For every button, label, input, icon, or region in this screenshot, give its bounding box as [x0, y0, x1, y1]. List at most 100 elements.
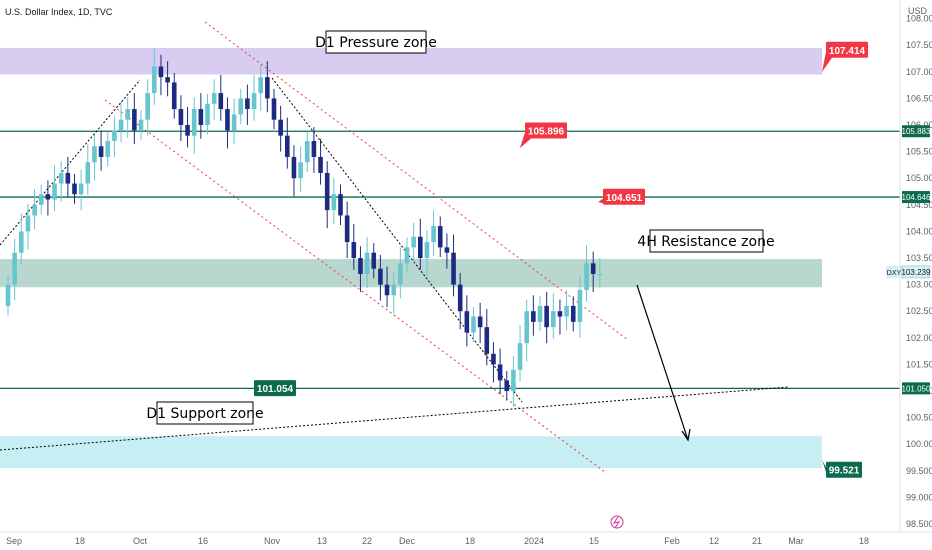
channel-upper-line[interactable] [204, 21, 629, 341]
svg-text:104.646: 104.646 [902, 193, 931, 202]
projection-arrow [636, 284, 689, 441]
time-tick: Oct [133, 536, 148, 546]
candle-body [318, 156, 323, 173]
price-callout-text: 105.896 [528, 127, 565, 138]
candle-body [78, 183, 84, 195]
candle-body [437, 226, 443, 248]
candle-body [85, 162, 91, 184]
candle-body [497, 364, 503, 381]
price-tick: 102.000 [906, 333, 932, 343]
price-tick: 107.000 [906, 67, 932, 77]
price-tick: 105.000 [906, 173, 932, 183]
trend-line-rise[interactable] [0, 79, 141, 246]
candle-body [231, 114, 237, 131]
candle-body [105, 140, 111, 157]
lightning-icon[interactable] [610, 515, 624, 529]
candle-body [205, 103, 210, 126]
price-tick: 100.000 [906, 439, 932, 449]
candle-body [191, 109, 197, 136]
time-tick: 18 [465, 536, 475, 546]
candle-body [271, 98, 277, 120]
candle-body [58, 172, 64, 184]
candle-body [584, 263, 589, 290]
projection-arrowhead [681, 428, 691, 442]
price-callout[interactable]: 105.896 [520, 122, 567, 148]
candle-body [477, 316, 483, 328]
pressure-zone-label[interactable]: D1 Pressure zone [315, 30, 437, 54]
time-tick: 21 [752, 536, 762, 546]
price-axis[interactable]: 98.50099.00099.500100.000100.500101.0001… [886, 14, 932, 529]
price-callout[interactable]: 107.414 [822, 41, 868, 72]
candle-body [411, 236, 416, 248]
candle-body [557, 311, 563, 317]
candle-body [484, 327, 490, 354]
candle-body [371, 252, 377, 269]
resistance-zone-label[interactable]: 4H Resistance zone [637, 229, 775, 253]
resistance-zone [0, 259, 822, 288]
candle-body [238, 98, 244, 115]
price-tick: 106.000 [906, 120, 932, 130]
price-tick: 106.500 [906, 93, 932, 103]
price-callout-pointer [598, 198, 609, 205]
candle-body [451, 252, 456, 285]
price-callout-box [603, 188, 645, 205]
candle-body [125, 109, 130, 120]
candle-body [225, 109, 230, 131]
candle-body [258, 77, 263, 94]
price-tick: 103.000 [906, 280, 932, 290]
price-callout-box [826, 461, 862, 478]
time-tick: 15 [589, 536, 599, 546]
candle-body [517, 343, 523, 370]
candle-body [444, 247, 450, 253]
candle-body [32, 204, 37, 216]
candle-body [198, 109, 204, 126]
support-zone-label[interactable]: D1 Support zone [146, 401, 264, 425]
candle-body [471, 316, 476, 333]
candle-body [112, 130, 117, 141]
candle-body [285, 135, 290, 157]
candle-body [358, 258, 363, 274]
candle-body [278, 119, 283, 136]
candle-body [564, 305, 569, 317]
candle-body [364, 252, 370, 274]
candlestick-series [5, 48, 603, 407]
candle-body [145, 93, 150, 120]
price-callout[interactable]: 99.521 [822, 460, 862, 478]
candle-body [544, 305, 549, 328]
candle-body [298, 162, 303, 179]
time-tick: 16 [198, 536, 208, 546]
price-callout-pointer [822, 51, 832, 72]
candle-body [551, 311, 556, 328]
candle-body [118, 119, 124, 131]
time-axis[interactable]: Sep 18 Oct 16 Nov 13 22 Dec 18 2024 15 Feb 12 21 Mar 18 [6, 536, 869, 546]
candle-body [5, 284, 11, 306]
candle-body [398, 263, 403, 285]
candle-body [590, 263, 596, 274]
price-tick: 101.500 [906, 359, 932, 369]
candle-body [537, 305, 543, 322]
price-callout[interactable]: 101.054 [248, 380, 296, 397]
candle-body [171, 82, 177, 110]
candle-body [251, 93, 257, 110]
time-tick: 2024 [524, 536, 544, 546]
channel-lower-line[interactable] [104, 99, 606, 473]
candle-body [324, 172, 330, 211]
candle-body [424, 242, 430, 259]
currency-label: USD [908, 6, 928, 16]
price-callout-pointer [520, 132, 531, 148]
price-tick: 108.000 [906, 14, 932, 24]
support-zone [0, 436, 822, 469]
price-tick: 100.500 [906, 413, 932, 423]
price-callout-box [525, 122, 567, 139]
candle-body [72, 183, 77, 195]
price-tick: 98.500 [906, 519, 932, 529]
candle-body [98, 146, 104, 157]
price-callout-box [254, 380, 296, 397]
candle-body [491, 353, 496, 365]
candle-body [65, 172, 71, 184]
svg-text:4H Resistance zone: 4H Resistance zone [637, 234, 774, 250]
price-callout[interactable]: 104.651 [598, 188, 645, 205]
axis-level-tag: 104.646 [902, 191, 931, 204]
candle-body [511, 369, 516, 392]
